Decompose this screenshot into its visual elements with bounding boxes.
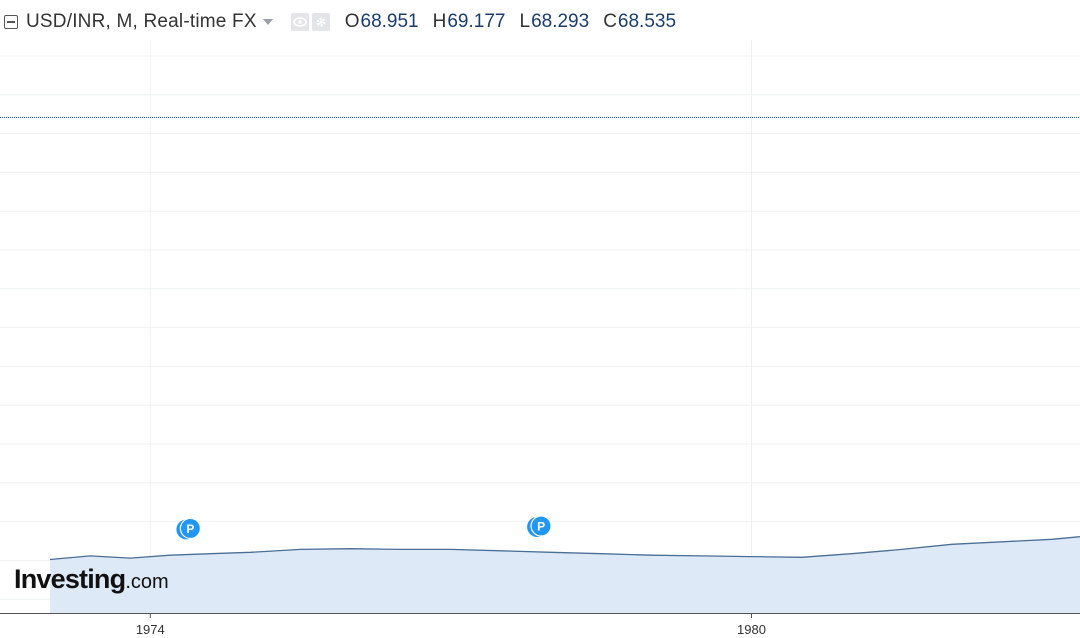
series-area — [50, 536, 1080, 613]
event-marker: P — [527, 515, 552, 537]
ohlc-open: O 68.951 — [344, 11, 419, 32]
x-axis-tick-label: 1980 — [737, 622, 766, 637]
event-marker-label: P — [537, 519, 545, 533]
time-axis: 197419801986199219982004201020162022 — [0, 613, 1080, 637]
gear-icon[interactable] — [311, 13, 330, 31]
collapse-legend-button[interactable] — [4, 15, 18, 29]
chart-legend: USD/INR, M, Real-time FX O 68.951 H 69.177… — [4, 8, 676, 36]
chevron-down-icon[interactable] — [262, 19, 273, 25]
x-axis-tick-label: 1974 — [136, 622, 165, 637]
event-marker-badge — [179, 517, 201, 540]
event-marker-label: P — [186, 522, 194, 536]
series-line — [50, 536, 1080, 561]
investing-logo: Investing.com — [14, 564, 169, 594]
eye-icon[interactable] — [290, 13, 309, 31]
ohlc-close: C 68.535 — [603, 11, 677, 32]
event-marker: P — [176, 517, 201, 540]
ohlc-low: L 68.293 — [519, 11, 590, 32]
event-marker-badge — [530, 515, 552, 537]
symbol-title[interactable]: USD/INR, M, Real-time FX — [26, 11, 257, 32]
ohlc-high: H 69.177 — [432, 11, 506, 32]
event-markers: PPPP — [176, 515, 552, 540]
price-series — [50, 536, 1080, 613]
ohlc-values: O 68.951 H 69.177 L 68.293 C 68.535 — [345, 11, 676, 33]
